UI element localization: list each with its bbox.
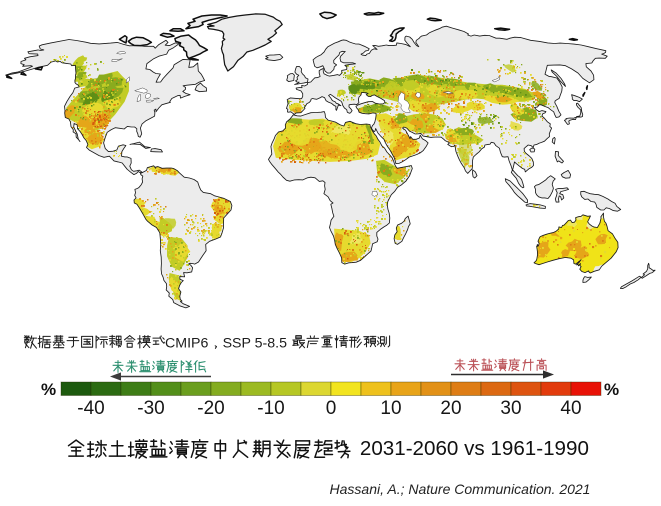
svg-text:%: %	[41, 380, 56, 399]
svg-text:20: 20	[440, 398, 461, 419]
svg-text:-40: -40	[77, 398, 104, 419]
svg-text:40: 40	[560, 398, 581, 419]
svg-text:-20: -20	[197, 398, 224, 419]
svg-text:CMIP6: CMIP6	[165, 336, 208, 352]
svg-text:Hassani, A.; Nature Communicat: Hassani, A.; Nature Communication. 2021	[330, 481, 591, 497]
svg-text:10: 10	[380, 398, 401, 419]
svg-text:-10: -10	[257, 398, 284, 419]
svg-text:-30: -30	[137, 398, 164, 419]
svg-text:0: 0	[326, 398, 337, 419]
svg-text:2031-2060 vs 1961-1990: 2031-2060 vs 1961-1990	[360, 437, 589, 460]
svg-text:%: %	[604, 380, 619, 399]
svg-text:30: 30	[500, 398, 521, 419]
svg-text:SSP 5-8.5: SSP 5-8.5	[223, 336, 288, 352]
